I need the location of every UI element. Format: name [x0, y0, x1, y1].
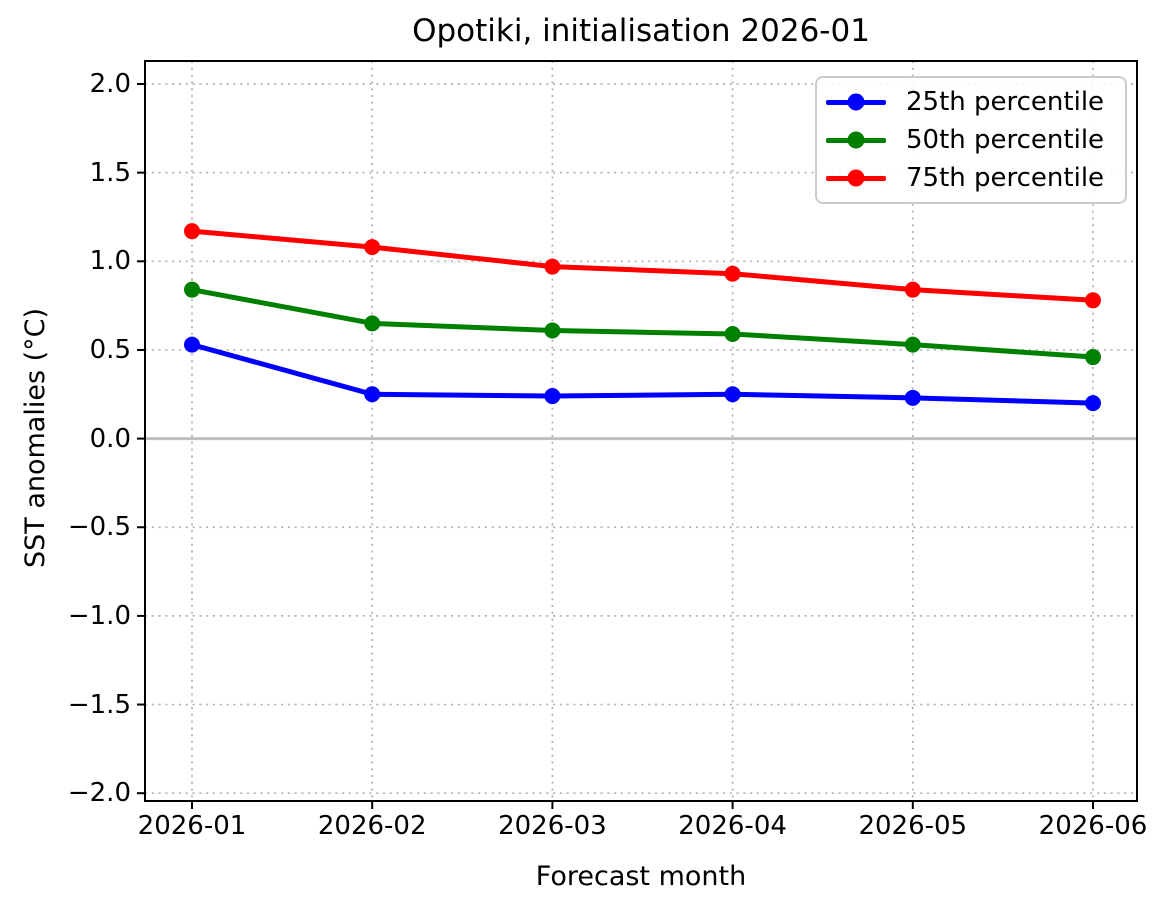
legend-line-sample — [826, 131, 886, 149]
x-tick-label: 2026-05 — [858, 811, 968, 841]
series-line-25th-percentile — [189, 342, 1096, 406]
data-point-marker — [544, 258, 561, 275]
x-tick-label: 2026-06 — [1038, 811, 1148, 841]
y-tick-label: 0.0 — [89, 423, 131, 454]
legend-marker-dot — [847, 131, 865, 149]
data-point-marker — [364, 239, 381, 256]
data-point-marker — [724, 386, 741, 403]
legend-item-25th-percentile: 25th percentile — [817, 83, 1125, 121]
data-point-marker — [724, 265, 741, 282]
data-point-marker — [544, 388, 561, 405]
y-tick-label: −1.5 — [67, 689, 131, 720]
data-point-marker — [364, 386, 381, 403]
y-tick-label: 2.0 — [89, 69, 131, 99]
y-tick-label: 1.5 — [89, 157, 131, 188]
legend: 25th percentile 50th percentile 75th per… — [815, 76, 1127, 204]
y-tick-label: −1.0 — [67, 600, 131, 631]
series-line-50th-percentile — [189, 287, 1096, 360]
legend-item-label: 50th percentile — [906, 125, 1105, 155]
data-point-marker — [904, 336, 921, 353]
y-tick-label: −2.0 — [67, 778, 131, 809]
x-axis-label: Forecast month — [535, 861, 747, 892]
y-tick-label: −0.5 — [67, 512, 131, 543]
series-line-75th-percentile — [189, 228, 1096, 303]
data-point-marker — [1085, 292, 1101, 309]
chart-title: Opotiki, initialisation 2026-01 — [412, 13, 870, 49]
x-tick-label: 2026-01 — [137, 811, 247, 841]
data-point-marker — [184, 223, 200, 240]
legend-item-label: 25th percentile — [906, 87, 1105, 117]
legend-item-label: 75th percentile — [906, 163, 1105, 193]
legend-item-75th-percentile: 75th percentile — [817, 159, 1125, 197]
legend-marker-dot — [847, 93, 865, 111]
data-point-marker — [184, 336, 200, 353]
data-point-marker — [724, 325, 741, 342]
x-tick-label: 2026-03 — [498, 811, 607, 841]
data-point-marker — [904, 389, 921, 406]
x-tick-label: 2026-02 — [317, 811, 427, 841]
legend-line-sample — [826, 169, 886, 187]
data-point-marker — [1085, 395, 1101, 412]
legend-item-50th-percentile: 50th percentile — [817, 121, 1125, 159]
data-point-marker — [544, 322, 561, 339]
data-point-marker — [364, 315, 381, 332]
axes-spines — [144, 60, 1138, 802]
y-tick-label: 0.5 — [89, 334, 131, 365]
legend-marker-dot — [847, 169, 865, 187]
data-point-marker — [904, 281, 921, 298]
data-point-marker — [1085, 349, 1101, 366]
data-point-marker — [184, 281, 200, 298]
x-tick-label: 2026-04 — [678, 811, 787, 841]
y-tick-label: 1.0 — [89, 246, 131, 277]
legend-line-sample — [826, 93, 886, 111]
